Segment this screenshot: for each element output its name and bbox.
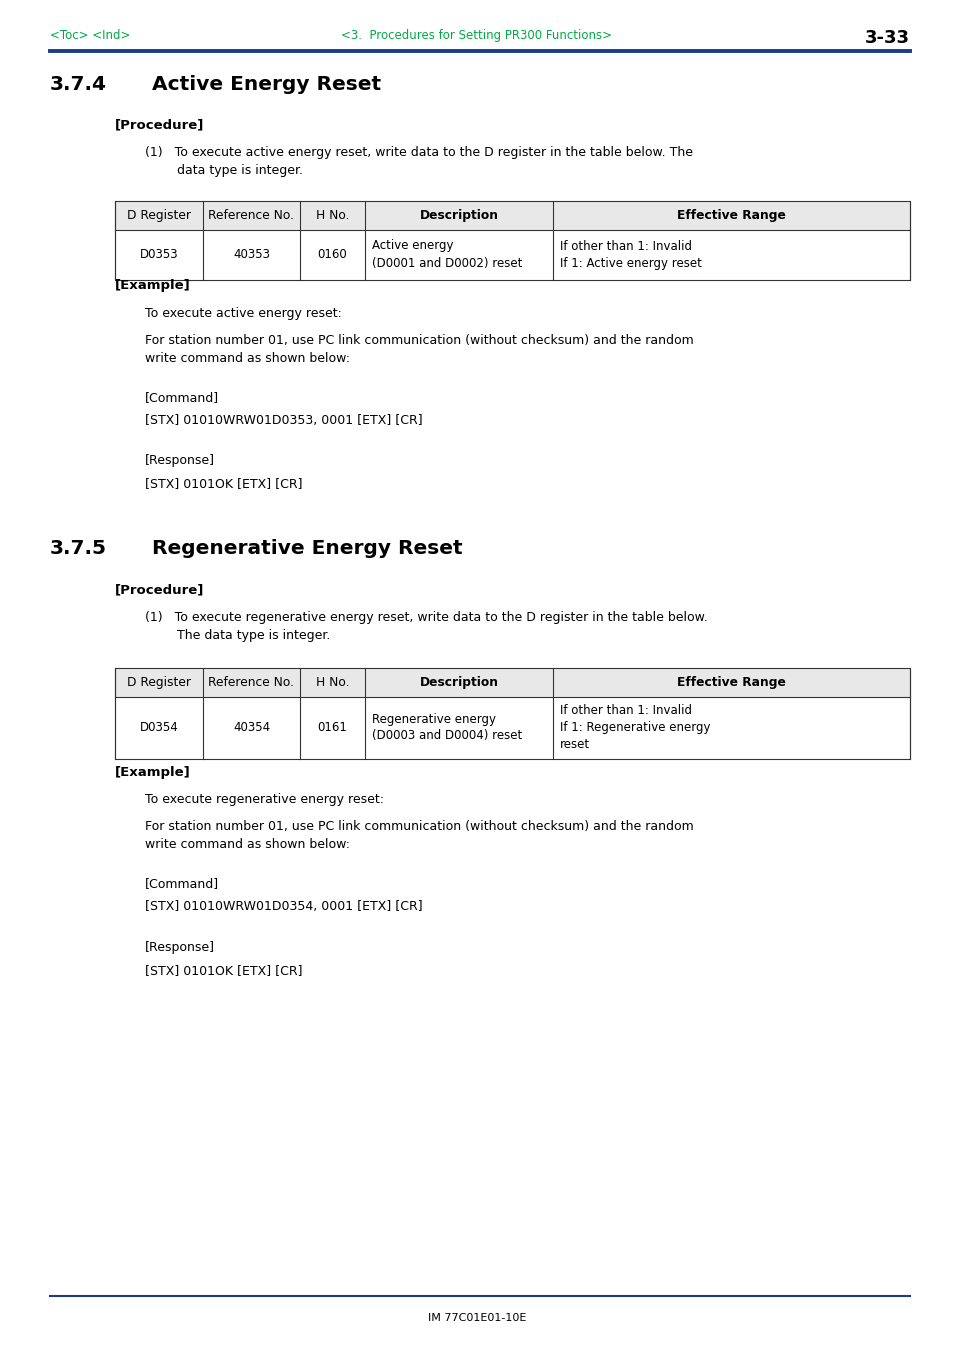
Text: If other than 1: Invalid
If 1: Active energy reset: If other than 1: Invalid If 1: Active en… — [559, 239, 701, 269]
Text: (1)   To execute active energy reset, write data to the D register in the table : (1) To execute active energy reset, writ… — [145, 146, 692, 177]
Text: 0160: 0160 — [317, 249, 347, 261]
Text: Effective Range: Effective Range — [677, 209, 785, 222]
Text: Active energy
(D0001 and D0002) reset: Active energy (D0001 and D0002) reset — [372, 239, 522, 269]
Text: H No.: H No. — [315, 209, 349, 222]
Text: 3.7.4: 3.7.4 — [50, 76, 107, 95]
Text: [STX] 0101OK [ETX] [CR]: [STX] 0101OK [ETX] [CR] — [145, 477, 302, 490]
Text: [Example]: [Example] — [115, 766, 191, 780]
Text: 40354: 40354 — [233, 721, 270, 734]
Text: IM 77C01E01-10E: IM 77C01E01-10E — [427, 1313, 526, 1323]
Text: Reference No.: Reference No. — [209, 676, 294, 689]
Text: Reference No.: Reference No. — [209, 209, 294, 222]
Text: D0354: D0354 — [139, 721, 178, 734]
Text: (1)   To execute regenerative energy reset, write data to the D register in the : (1) To execute regenerative energy reset… — [145, 611, 707, 642]
Text: For station number 01, use PC link communication (without checksum) and the rand: For station number 01, use PC link commu… — [145, 334, 693, 365]
Text: 0161: 0161 — [317, 721, 347, 734]
Text: <3.  Procedures for Setting PR300 Functions>: <3. Procedures for Setting PR300 Functio… — [341, 28, 612, 42]
Bar — [115, 201, 909, 230]
Text: [Procedure]: [Procedure] — [115, 584, 204, 596]
Text: D Register: D Register — [127, 676, 191, 689]
Bar — [115, 667, 909, 758]
Text: [STX] 0101OK [ETX] [CR]: [STX] 0101OK [ETX] [CR] — [145, 965, 302, 977]
Text: [Procedure]: [Procedure] — [115, 118, 204, 131]
Text: Regenerative energy
(D0003 and D0004) reset: Regenerative energy (D0003 and D0004) re… — [372, 712, 521, 743]
Text: Description: Description — [419, 676, 498, 689]
Text: 3-33: 3-33 — [864, 28, 909, 47]
Text: [STX] 01010WRW01D0353, 0001 [ETX] [CR]: [STX] 01010WRW01D0353, 0001 [ETX] [CR] — [145, 413, 422, 427]
Text: To execute active energy reset:: To execute active energy reset: — [145, 307, 341, 320]
Text: [Response]: [Response] — [145, 454, 214, 467]
Text: [Command]: [Command] — [145, 390, 219, 404]
Text: 3.7.5: 3.7.5 — [50, 539, 107, 558]
Text: To execute regenerative energy reset:: To execute regenerative energy reset: — [145, 793, 384, 807]
Text: [Command]: [Command] — [145, 877, 219, 890]
Text: Regenerative Energy Reset: Regenerative Energy Reset — [152, 539, 462, 558]
Text: [Example]: [Example] — [115, 280, 191, 292]
Text: For station number 01, use PC link communication (without checksum) and the rand: For station number 01, use PC link commu… — [145, 820, 693, 851]
Text: 40353: 40353 — [233, 249, 270, 261]
Text: Description: Description — [419, 209, 498, 222]
Text: [Response]: [Response] — [145, 942, 214, 954]
Text: D0353: D0353 — [139, 249, 178, 261]
Text: [STX] 01010WRW01D0354, 0001 [ETX] [CR]: [STX] 01010WRW01D0354, 0001 [ETX] [CR] — [145, 900, 422, 913]
Bar — [115, 667, 909, 697]
Text: H No.: H No. — [315, 676, 349, 689]
Text: <Toc> <Ind>: <Toc> <Ind> — [50, 28, 131, 42]
Text: Active Energy Reset: Active Energy Reset — [152, 76, 381, 95]
Text: If other than 1: Invalid
If 1: Regenerative energy
reset: If other than 1: Invalid If 1: Regenerat… — [559, 704, 710, 751]
Text: Effective Range: Effective Range — [677, 676, 785, 689]
Bar — [115, 201, 909, 280]
Text: D Register: D Register — [127, 209, 191, 222]
